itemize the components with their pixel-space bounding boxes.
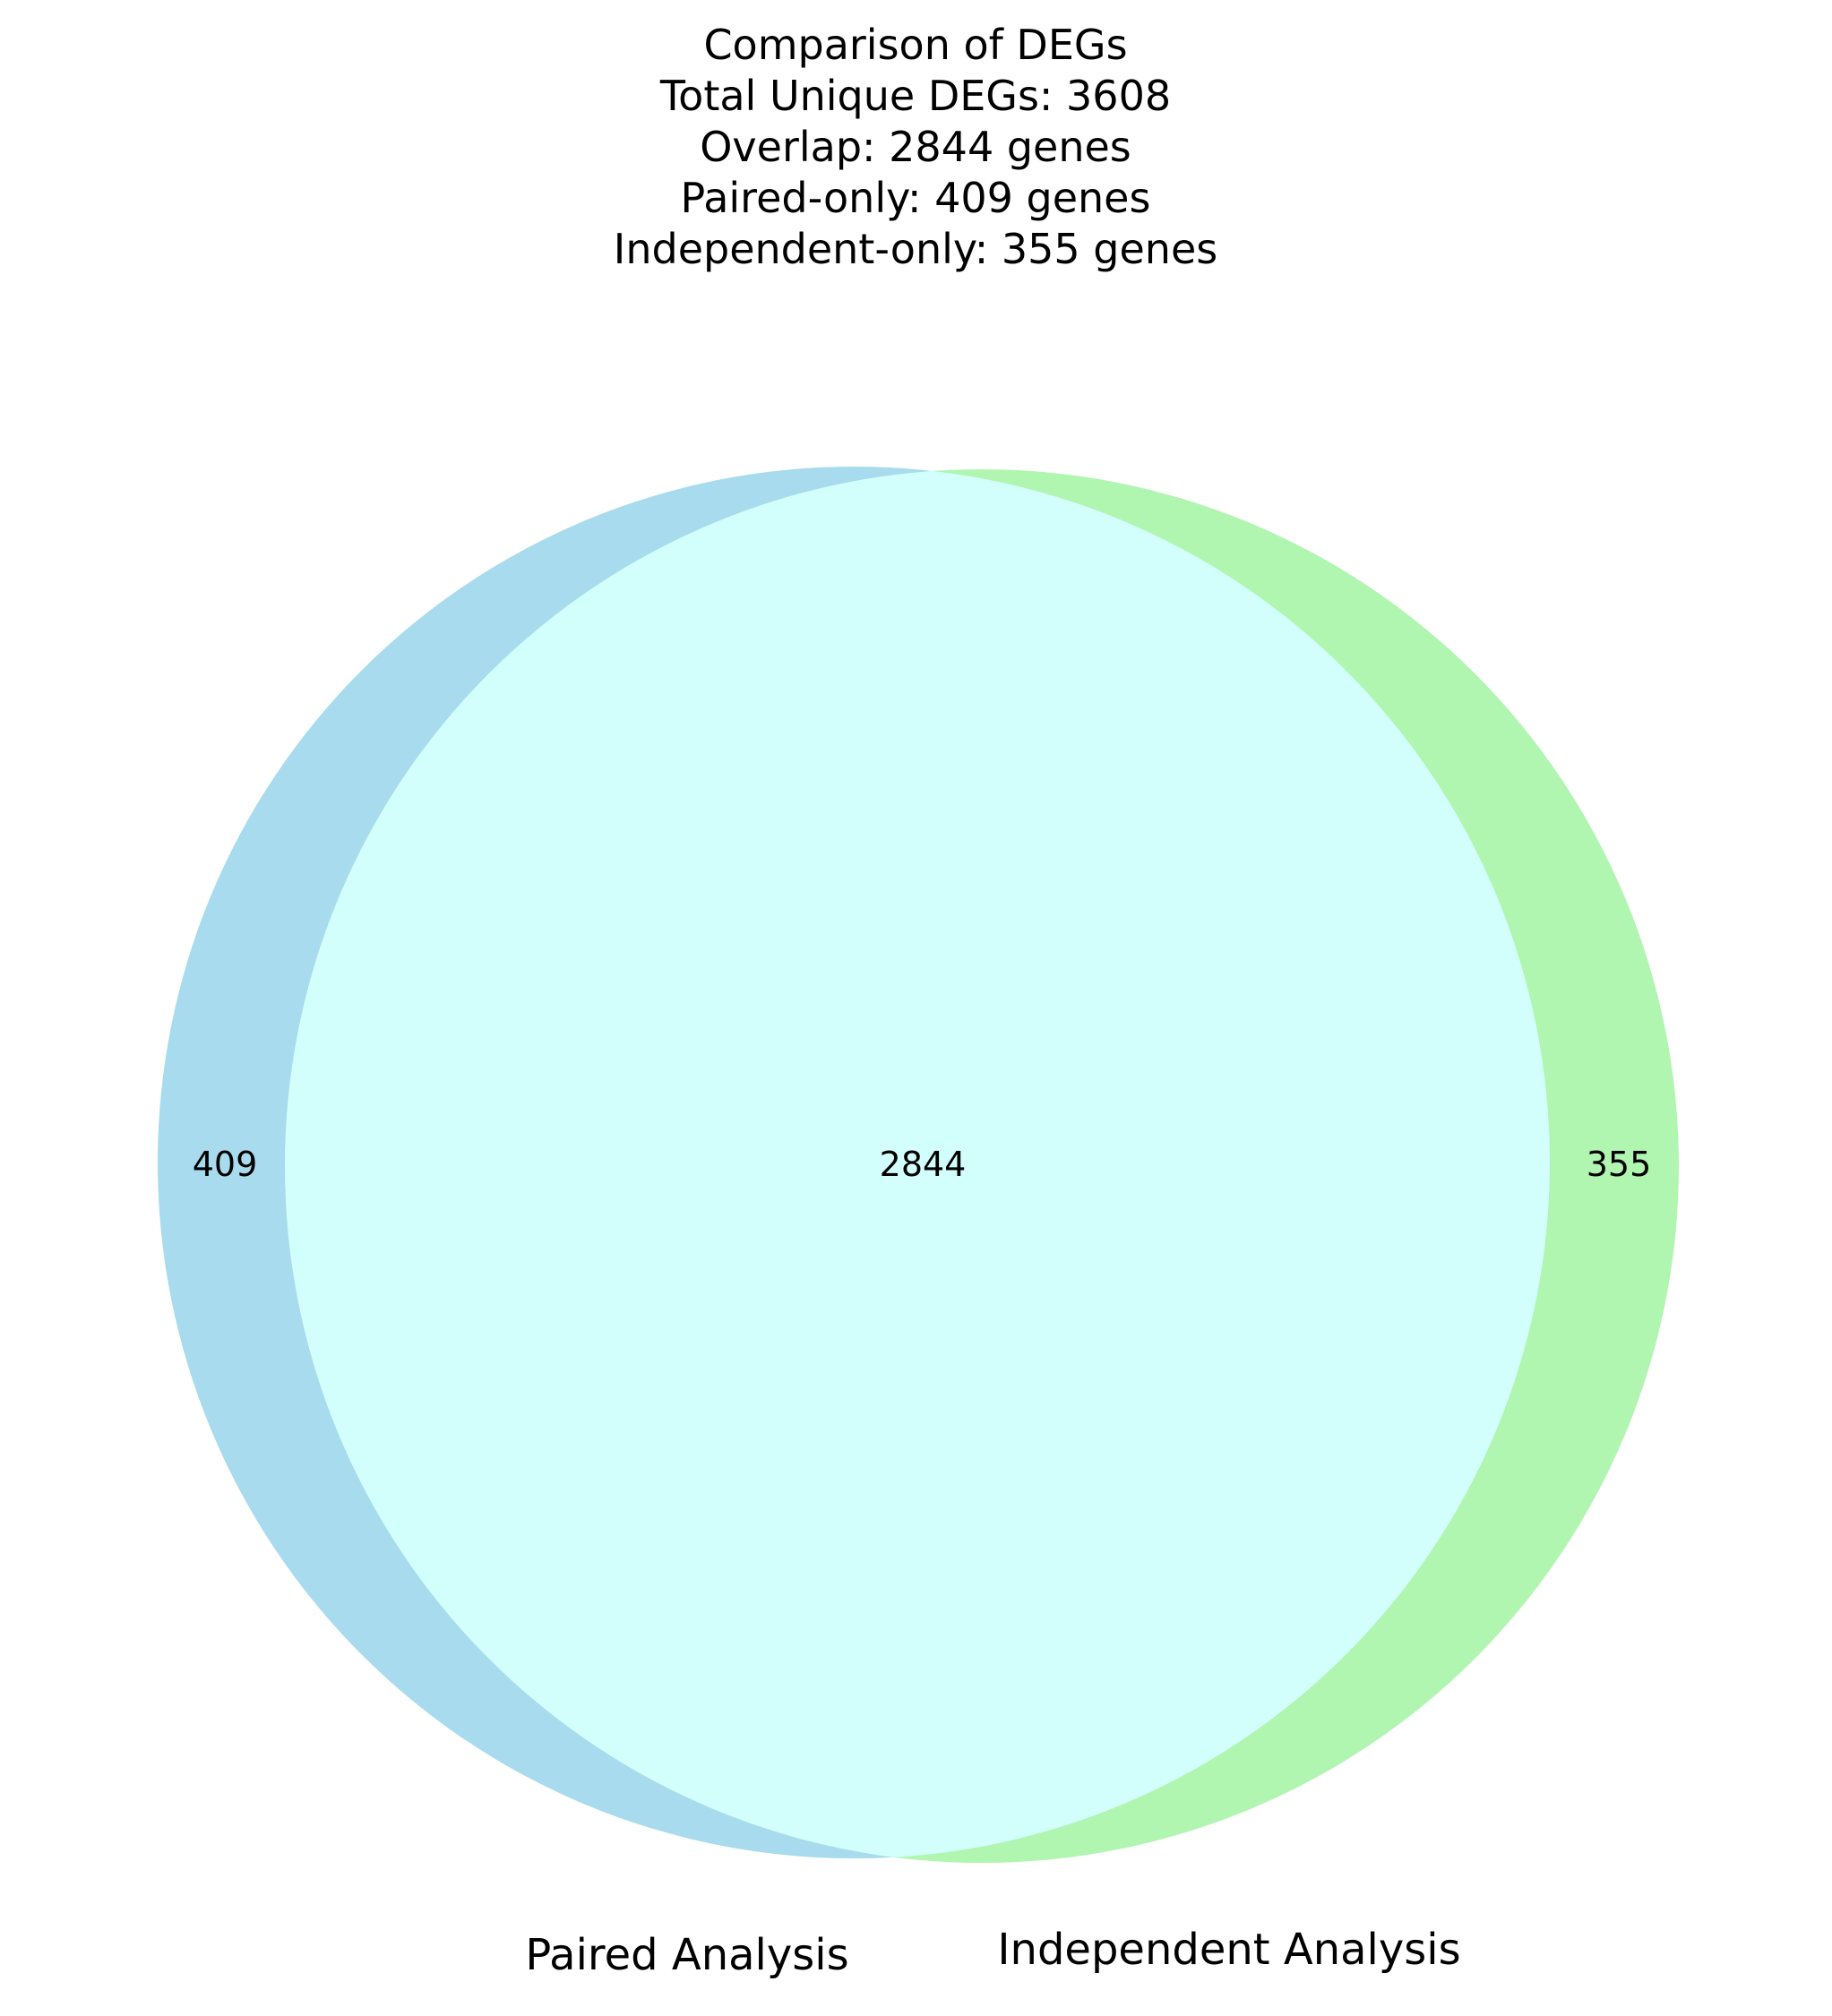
title-line-3: Overlap: 2844 genes	[700, 123, 1131, 171]
paired-only-count: 409	[193, 1145, 258, 1184]
overlap-region	[285, 469, 1550, 1858]
independent-only-count: 355	[1587, 1145, 1652, 1184]
overlap-count: 2844	[880, 1145, 967, 1184]
title-line-2: Total Unique DEGs: 3608	[659, 72, 1171, 120]
independent-analysis-label: Independent Analysis	[997, 1925, 1460, 1975]
venn-circles	[158, 467, 1679, 1863]
title-line-4: Paired-only: 409 genes	[681, 174, 1151, 222]
title-line-1: Comparison of DEGs	[703, 21, 1127, 69]
title-line-5: Independent-only: 355 genes	[614, 225, 1217, 273]
paired-analysis-label: Paired Analysis	[525, 1930, 848, 1980]
chart-title: Comparison of DEGs Total Unique DEGs: 36…	[614, 21, 1217, 273]
